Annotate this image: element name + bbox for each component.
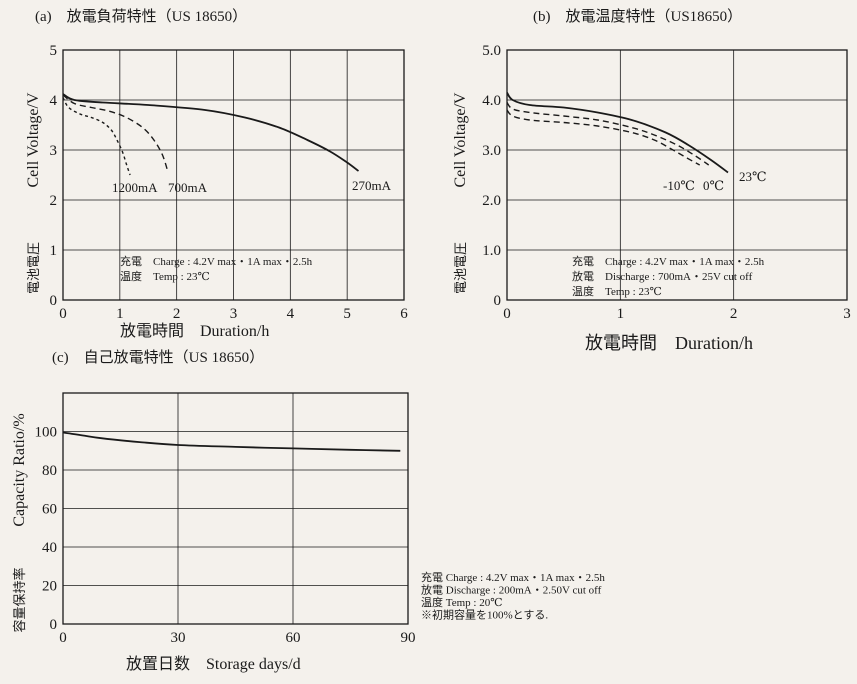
x-tick-label: 0 — [503, 306, 511, 322]
condition-note: 温度 Temp : 23℃ — [120, 269, 210, 283]
condition-note: 充電 Charge : 4.2V max・1A max・2.5h — [120, 254, 313, 268]
x-tick-label: 5 — [343, 306, 351, 322]
x-tick-label: 1 — [116, 306, 124, 322]
y-tick-label: 4 — [50, 93, 58, 109]
y-axis-label-en: Cell Voltage/V — [452, 92, 469, 187]
x-tick-label: 90 — [401, 630, 416, 646]
y-tick-label: 3.0 — [482, 143, 501, 159]
y-tick-label: 2 — [50, 193, 58, 209]
chart-title: (a) 放電負荷特性（US 18650） — [35, 8, 247, 25]
x-tick-label: 6 — [400, 306, 408, 322]
condition-note: 温度 Temp : 20℃ — [421, 595, 503, 609]
y-tick-label: 3 — [50, 143, 58, 159]
y-tick-label: 4.0 — [482, 93, 501, 109]
chart-title: (c) 自己放電特性（US 18650） — [52, 349, 264, 366]
x-axis-label: 放電時間 Duration/h — [585, 333, 753, 353]
y-tick-label: 0 — [494, 293, 502, 309]
x-tick-label: 0 — [59, 630, 67, 646]
y-tick-label: 80 — [42, 463, 57, 479]
series-label: 1200mA — [112, 180, 158, 195]
x-tick-label: 0 — [59, 306, 67, 322]
series-label: 23℃ — [739, 169, 767, 184]
condition-note: 温度 Temp : 23℃ — [572, 284, 662, 298]
y-tick-label: 100 — [35, 425, 58, 441]
x-axis-label: 放置日数 Storage days/d — [126, 655, 301, 673]
series-line-1200mA — [62, 97, 131, 176]
x-tick-label: 4 — [287, 306, 295, 322]
x-axis-label: 放電時間 Duration/h — [120, 322, 269, 340]
x-tick-label: 2 — [730, 306, 738, 322]
x-tick-label: 2 — [173, 306, 181, 322]
y-tick-label: 2.0 — [482, 193, 501, 209]
series-line-700mA — [62, 94, 169, 173]
x-tick-label: 1 — [617, 306, 625, 322]
series-line-23 — [506, 91, 729, 174]
y-tick-label: 5 — [50, 43, 58, 59]
series-label: 0℃ — [703, 178, 724, 193]
chart-c: (c) 自己放電特性（US 18650） 0 30 60 90 0 20 40 60 80 100 放… — [11, 349, 605, 673]
y-axis-label-jp: 電池電圧 — [26, 242, 41, 294]
y-tick-label: 1.0 — [482, 243, 501, 259]
y-tick-label: 5.0 — [482, 43, 501, 59]
y-tick-label: 0 — [50, 293, 58, 309]
x-tick-label: 60 — [286, 630, 301, 646]
y-tick-label: 0 — [50, 617, 58, 633]
series-label: 270mA — [352, 178, 392, 193]
series-label: 700mA — [168, 180, 208, 195]
y-tick-label: 20 — [42, 579, 57, 595]
chart-b: (b) 放電温度特性（US18650） 0 1 2 3 0 1.0 2.0 3.0 4.0 5.0 放… — [452, 8, 851, 353]
condition-note: 充電 Charge : 4.2V max・1A max・2.5h — [572, 254, 765, 268]
y-axis-label-en: Capacity Ratio/% — [11, 413, 28, 526]
plot-frame — [506, 49, 848, 301]
series-line-270mA — [62, 93, 360, 172]
x-tick-label: 30 — [171, 630, 186, 646]
series-line-0 — [506, 102, 710, 166]
y-axis-label-en: Cell Voltage/V — [25, 92, 42, 187]
condition-note: 充電 Charge : 4.2V max・1A max・2.5h — [421, 570, 605, 584]
series-label: -10℃ — [663, 178, 695, 193]
chart-a: (a) 放電負荷特性（US 18650） 0 1 2 3 4 5 6 0 1 2 3 4 5 放電時間 Du… — [25, 8, 408, 340]
series-line--10 — [506, 109, 701, 166]
y-tick-label: 60 — [42, 502, 57, 518]
condition-note: 放電 Discharge : 700mA・25V cut off — [572, 269, 753, 283]
condition-note: 放電 Discharge : 200mA・2.50V cut off — [421, 583, 602, 597]
x-tick-label: 3 — [230, 306, 238, 322]
series-line-series0 — [62, 431, 401, 452]
x-tick-label: 3 — [843, 306, 851, 322]
y-tick-label: 1 — [50, 243, 58, 259]
y-axis-label-jp: 容量保持率 — [12, 567, 27, 632]
chart-title: (b) 放電温度特性（US18650） — [533, 8, 742, 25]
y-tick-label: 40 — [42, 540, 57, 556]
y-axis-label-jp: 電池電圧 — [453, 242, 468, 294]
condition-note: ※初期容量を100%とする. — [421, 608, 548, 622]
